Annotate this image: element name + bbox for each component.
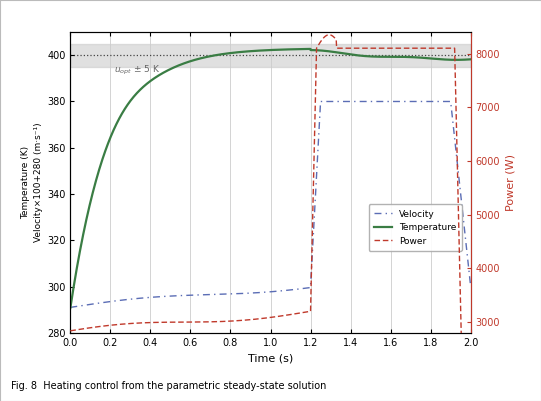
Y-axis label: Temperature (K)
Velocity×100+280 (m·s⁻¹): Temperature (K) Velocity×100+280 (m·s⁻¹) <box>21 123 43 242</box>
Legend: Velocity, Temperature, Power: Velocity, Temperature, Power <box>368 204 462 251</box>
X-axis label: Time (s): Time (s) <box>248 353 293 363</box>
Y-axis label: Power (W): Power (W) <box>506 154 516 211</box>
Bar <box>70 44 471 67</box>
Text: $u_{opt}$ ± 5 K: $u_{opt}$ ± 5 K <box>114 64 161 77</box>
Text: Fig. 8  Heating control from the parametric steady-state solution: Fig. 8 Heating control from the parametr… <box>11 381 326 391</box>
